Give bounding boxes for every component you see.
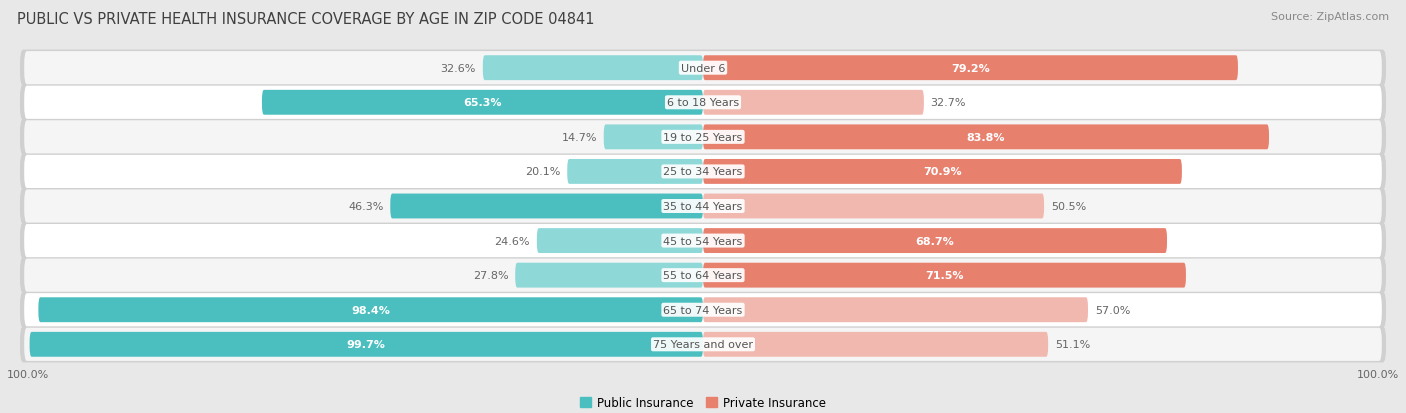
- Text: 14.7%: 14.7%: [561, 133, 598, 142]
- FancyBboxPatch shape: [21, 189, 1385, 224]
- FancyBboxPatch shape: [603, 125, 703, 150]
- Text: 46.3%: 46.3%: [349, 202, 384, 211]
- Text: 65 to 74 Years: 65 to 74 Years: [664, 305, 742, 315]
- Text: 32.7%: 32.7%: [931, 98, 966, 108]
- FancyBboxPatch shape: [703, 332, 1047, 357]
- Text: 65.3%: 65.3%: [463, 98, 502, 108]
- FancyBboxPatch shape: [21, 224, 1385, 258]
- Text: 79.2%: 79.2%: [950, 64, 990, 74]
- FancyBboxPatch shape: [21, 51, 1385, 86]
- FancyBboxPatch shape: [567, 159, 703, 185]
- Text: 32.6%: 32.6%: [440, 64, 477, 74]
- FancyBboxPatch shape: [24, 293, 1382, 327]
- FancyBboxPatch shape: [24, 224, 1382, 258]
- FancyBboxPatch shape: [703, 125, 1270, 150]
- Text: 83.8%: 83.8%: [967, 133, 1005, 142]
- Text: 50.5%: 50.5%: [1050, 202, 1085, 211]
- FancyBboxPatch shape: [537, 228, 703, 254]
- Text: 24.6%: 24.6%: [495, 236, 530, 246]
- FancyBboxPatch shape: [24, 86, 1382, 120]
- Text: 98.4%: 98.4%: [352, 305, 389, 315]
- FancyBboxPatch shape: [482, 56, 703, 81]
- FancyBboxPatch shape: [24, 190, 1382, 223]
- FancyBboxPatch shape: [24, 52, 1382, 85]
- Text: 19 to 25 Years: 19 to 25 Years: [664, 133, 742, 142]
- FancyBboxPatch shape: [21, 86, 1385, 120]
- FancyBboxPatch shape: [703, 90, 924, 116]
- Text: 70.9%: 70.9%: [924, 167, 962, 177]
- Text: 45 to 54 Years: 45 to 54 Years: [664, 236, 742, 246]
- FancyBboxPatch shape: [515, 263, 703, 288]
- FancyBboxPatch shape: [703, 159, 1182, 185]
- FancyBboxPatch shape: [21, 120, 1385, 155]
- FancyBboxPatch shape: [703, 297, 1088, 323]
- Text: 51.1%: 51.1%: [1054, 339, 1090, 349]
- Text: 27.8%: 27.8%: [472, 271, 509, 280]
- Text: 55 to 64 Years: 55 to 64 Years: [664, 271, 742, 280]
- Text: PUBLIC VS PRIVATE HEALTH INSURANCE COVERAGE BY AGE IN ZIP CODE 04841: PUBLIC VS PRIVATE HEALTH INSURANCE COVER…: [17, 12, 595, 27]
- FancyBboxPatch shape: [391, 194, 703, 219]
- FancyBboxPatch shape: [703, 194, 1045, 219]
- Text: Source: ZipAtlas.com: Source: ZipAtlas.com: [1271, 12, 1389, 22]
- Text: 99.7%: 99.7%: [347, 339, 385, 349]
- FancyBboxPatch shape: [703, 56, 1237, 81]
- FancyBboxPatch shape: [30, 332, 703, 357]
- FancyBboxPatch shape: [24, 155, 1382, 189]
- Text: 25 to 34 Years: 25 to 34 Years: [664, 167, 742, 177]
- Text: Under 6: Under 6: [681, 64, 725, 74]
- Text: 57.0%: 57.0%: [1095, 305, 1130, 315]
- FancyBboxPatch shape: [21, 327, 1385, 362]
- FancyBboxPatch shape: [21, 293, 1385, 327]
- Text: 71.5%: 71.5%: [925, 271, 963, 280]
- FancyBboxPatch shape: [262, 90, 703, 116]
- FancyBboxPatch shape: [703, 263, 1185, 288]
- FancyBboxPatch shape: [38, 297, 703, 323]
- Legend: Public Insurance, Private Insurance: Public Insurance, Private Insurance: [575, 392, 831, 413]
- FancyBboxPatch shape: [21, 155, 1385, 189]
- Text: 75 Years and over: 75 Years and over: [652, 339, 754, 349]
- FancyBboxPatch shape: [24, 328, 1382, 361]
- Text: 35 to 44 Years: 35 to 44 Years: [664, 202, 742, 211]
- Text: 20.1%: 20.1%: [524, 167, 561, 177]
- FancyBboxPatch shape: [21, 258, 1385, 293]
- FancyBboxPatch shape: [24, 259, 1382, 292]
- FancyBboxPatch shape: [703, 228, 1167, 254]
- Text: 68.7%: 68.7%: [915, 236, 955, 246]
- FancyBboxPatch shape: [24, 121, 1382, 154]
- Text: 6 to 18 Years: 6 to 18 Years: [666, 98, 740, 108]
